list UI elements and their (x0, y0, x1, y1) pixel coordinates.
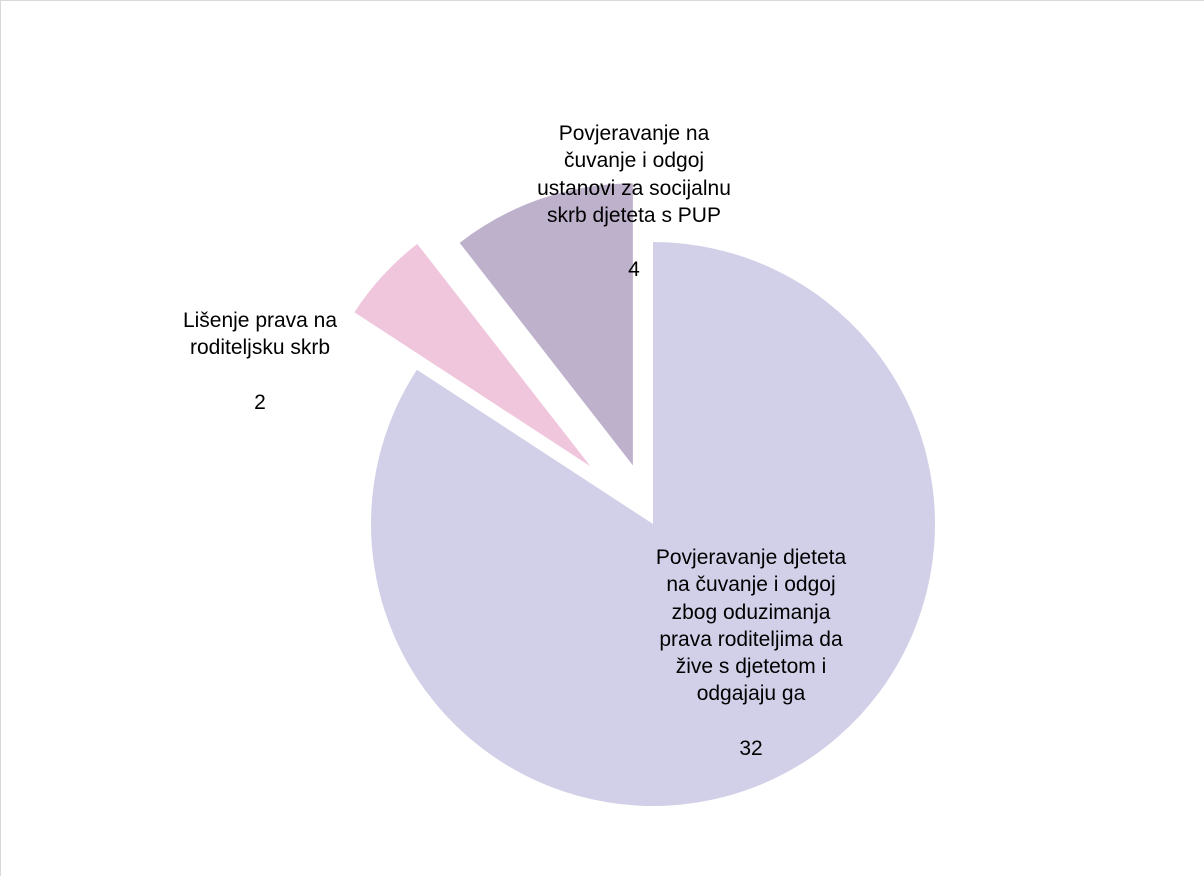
slice-value-label: 4 (628, 258, 640, 282)
slice-label-institution-placement: Povjeravanje na čuvanje i odgoj ustanovi… (506, 93, 762, 311)
slice-value-label: 2 (254, 390, 266, 414)
slice-label-name: Povjeravanje djeteta na čuvanje i odgoj … (655, 546, 847, 706)
slice-deprivation-of-parental-care (354, 243, 591, 467)
slice-value-label: 32 (739, 736, 763, 760)
slice-label-name: Lišenje prava na roditeljsku skrb (182, 309, 338, 360)
slice-label-deprivation-of-parental-care: Lišenje prava na roditeljsku skrb 2 (151, 280, 369, 443)
slice-label-name: Povjeravanje na čuvanje i odgoj ustanovi… (537, 122, 731, 227)
slice-label-parental-rights-removal: Povjeravanje djeteta na čuvanje i odgoj … (611, 517, 891, 789)
slice-institution-placement (459, 183, 633, 466)
slice-parental-rights-removal (371, 242, 935, 806)
